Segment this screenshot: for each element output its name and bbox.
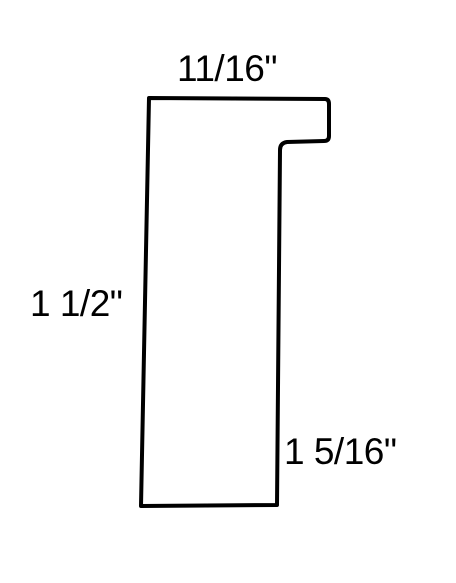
- right-height-dimension-label: 1 5/16": [284, 431, 397, 472]
- moulding-profile-outline: [139, 96, 331, 508]
- top-width-dimension-label: 11/16": [177, 48, 277, 89]
- left-height-dimension-label: 1 1/2": [30, 283, 123, 324]
